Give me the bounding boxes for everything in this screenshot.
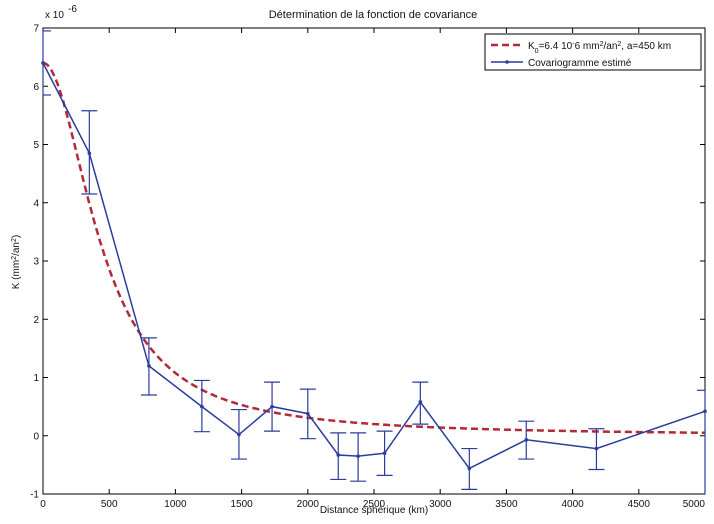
x-tick-label: 2000 [297,499,320,510]
y-axis-multiplier: x 10 -6 [45,4,77,21]
legend-empirical-marker [505,60,509,64]
empirical-line [42,62,706,470]
data-point [336,453,341,457]
y-tick-label: 4 [33,198,39,209]
x-axis-ticks: 0 500 1000 1500 2000 2500 3000 3500 4000 4500 5000 [40,28,706,510]
model-curve-layer [42,61,706,435]
data-point [237,432,241,437]
x-tick-label: 5000 [683,499,706,510]
y-tick-label: 7 [33,24,39,35]
y-multiplier-exponent: -6 [68,4,77,15]
y-tick-label: 0 [33,431,39,442]
data-point [147,364,151,368]
legend-empirical-label: Covariogramme estimé [528,58,632,69]
data-point [87,151,92,156]
x-tick-label: 2500 [363,499,386,510]
legend: K0=6.4 10-6 mm2/an2, a=450 km Covariogra… [484,33,702,71]
data-point [270,404,274,409]
data-point [306,411,310,416]
model-curve-line [42,61,706,435]
data-point [703,409,707,414]
data-point [41,61,45,65]
y-axis-ticks: -1 0 1 2 3 4 5 6 7 [30,24,705,501]
y-axis-label: K (mm2/an2) [11,235,23,290]
data-point [200,404,204,409]
data-point [594,446,599,451]
y-tick-label: 1 [33,373,39,384]
x-axis-label: Distance sphérique (km) [320,505,428,516]
y-tick-label: 6 [33,82,39,93]
x-tick-label: 500 [101,499,118,510]
x-tick-label: 4000 [561,499,584,510]
legend-box [484,33,702,71]
data-point [356,454,360,458]
legend-model-label: K0=6.4 10-6 mm2/an2, a=450 km [528,41,671,55]
y-tick-label: 5 [33,140,39,151]
empirical-series-layer [41,30,707,494]
x-tick-label: 1500 [230,499,253,510]
chart-title: Détermination de la fonction de covarian… [269,9,478,21]
x-tick-label: 0 [40,499,46,510]
data-point [382,451,387,456]
y-tick-label: -1 [30,490,39,501]
data-point [418,400,423,404]
x-tick-label: 1000 [164,499,187,510]
x-tick-label: 3500 [495,499,518,510]
x-tick-label: 4500 [628,499,651,510]
data-point [467,466,472,471]
y-tick-label: 2 [33,315,39,326]
data-point [524,438,529,442]
y-tick-label: 3 [33,257,39,268]
x-tick-label: 3000 [429,499,452,510]
y-multiplier-base: x 10 [45,10,64,21]
